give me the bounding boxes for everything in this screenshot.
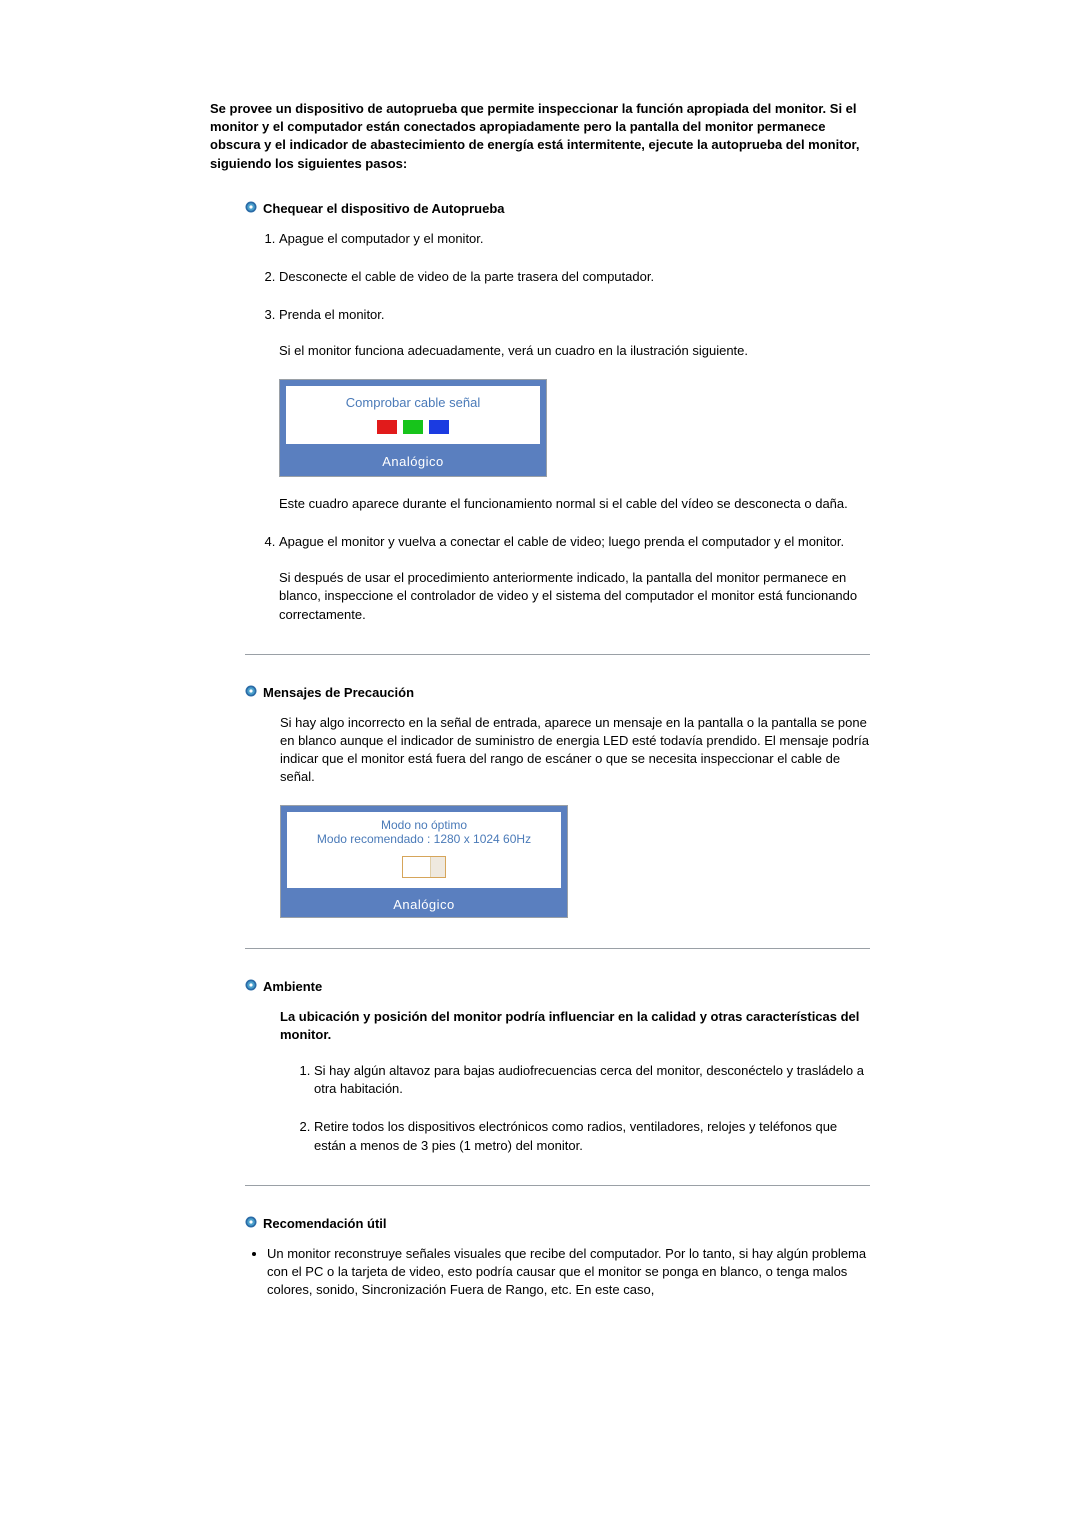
section-title: Mensajes de Precaución (263, 685, 414, 700)
dialog-message-text: Comprobar cable señal (296, 394, 530, 412)
dialog-footer-label: Analógico (280, 450, 546, 476)
item-text: Retire todos los dispositivos electrónic… (314, 1119, 837, 1152)
circle-bullet-icon (245, 201, 257, 216)
swatch-green (403, 420, 423, 434)
section-divider (245, 1185, 870, 1186)
rgb-swatch-row (296, 420, 530, 434)
list-item: Si hay algún altavoz para bajas audiofre… (314, 1062, 870, 1098)
list-item: Desconecte el cable de video de la parte… (279, 268, 870, 286)
step-text: Apague el computador y el monitor. (279, 230, 870, 248)
document-page: Se provee un dispositivo de autoprueba q… (130, 0, 950, 1373)
step-text: Si el monitor funciona adecuadamente, ve… (279, 342, 870, 360)
dialog-line-2: Modo recomendado : 1280 x 1024 60Hz (295, 832, 553, 846)
section-heading: Ambiente (245, 979, 870, 994)
section-title: Chequear el dispositivo de Autoprueba (263, 201, 505, 216)
warning-paragraph: Si hay algo incorrecto en la señal de en… (280, 714, 870, 787)
section-self-test: Chequear el dispositivo de Autoprueba Ap… (210, 201, 870, 624)
section-heading: Mensajes de Precaución (245, 685, 870, 700)
item-text: Si hay algún altavoz para bajas audiofre… (314, 1063, 864, 1096)
list-item: Un monitor reconstruye señales visuales … (267, 1245, 870, 1300)
step-text: Apague el monitor y vuelva a conectar el… (279, 533, 870, 551)
section-heading: Recomendación útil (245, 1216, 870, 1231)
dialog-inner-panel: Modo no óptimo Modo recomendado : 1280 x… (287, 812, 561, 888)
list-item: Apague el monitor y vuelva a conectar el… (279, 533, 870, 624)
section-useful-recommendation: Recomendación útil Un monitor reconstruy… (210, 1216, 870, 1300)
section-environment: Ambiente La ubicación y posición del mon… (210, 979, 870, 1155)
section-heading: Chequear el dispositivo de Autoprueba (245, 201, 870, 216)
section-title: Ambiente (263, 979, 322, 994)
step-text: Prenda el monitor. (279, 306, 870, 324)
dialog-outer-frame: Modo no óptimo Modo recomendado : 1280 x… (280, 805, 568, 918)
dialog-footer-label: Analógico (281, 894, 567, 917)
intro-paragraph: Se provee un dispositivo de autoprueba q… (210, 100, 870, 173)
environment-lead: La ubicación y posición del monitor podr… (280, 1008, 870, 1044)
mode-warning-dialog-figure: Modo no óptimo Modo recomendado : 1280 x… (280, 805, 870, 918)
dialog-indicator-box (402, 856, 446, 878)
section-title: Recomendación útil (263, 1216, 387, 1231)
circle-bullet-icon (245, 979, 257, 994)
section-warning-messages: Mensajes de Precaución Si hay algo incor… (210, 685, 870, 918)
signal-check-dialog-figure: Comprobar cable señal Analógico (279, 379, 870, 477)
dialog-inner-panel: Comprobar cable señal (286, 386, 540, 444)
section-divider (245, 948, 870, 949)
list-item: Retire todos los dispositivos electrónic… (314, 1118, 870, 1154)
list-item: Prenda el monitor. Si el monitor funcion… (279, 306, 870, 513)
section-divider (245, 654, 870, 655)
circle-bullet-icon (245, 685, 257, 700)
step-text: Si después de usar el procedimiento ante… (279, 569, 870, 624)
circle-bullet-icon (245, 1216, 257, 1231)
item-text: Un monitor reconstruye señales visuales … (267, 1246, 866, 1297)
indicator-segment (430, 857, 445, 877)
dialog-outer-frame: Comprobar cable señal Analógico (279, 379, 547, 477)
recommendation-list: Un monitor reconstruye señales visuales … (245, 1245, 870, 1300)
self-test-steps: Apague el computador y el monitor. Desco… (245, 230, 870, 624)
step-text: Desconecte el cable de video de la parte… (279, 268, 870, 286)
swatch-red (377, 420, 397, 434)
list-item: Apague el computador y el monitor. (279, 230, 870, 248)
dialog-line-1: Modo no óptimo (295, 818, 553, 832)
swatch-blue (429, 420, 449, 434)
environment-list: Si hay algún altavoz para bajas audiofre… (280, 1062, 870, 1155)
step-text: Este cuadro aparece durante el funcionam… (279, 495, 870, 513)
